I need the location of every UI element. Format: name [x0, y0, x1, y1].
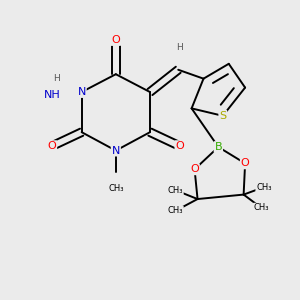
Text: CH₃: CH₃ — [167, 206, 183, 215]
Text: CH₃: CH₃ — [108, 184, 124, 193]
Text: O: O — [111, 35, 120, 45]
Text: N: N — [112, 146, 120, 156]
Text: O: O — [47, 141, 56, 151]
Text: CH₃: CH₃ — [254, 203, 269, 212]
Text: H: H — [53, 74, 60, 83]
Text: O: O — [190, 164, 199, 174]
Text: B: B — [214, 142, 222, 152]
Text: NH: NH — [44, 90, 60, 100]
Text: S: S — [219, 111, 226, 121]
Text: CH₃: CH₃ — [256, 183, 272, 192]
Text: N: N — [77, 87, 86, 97]
Text: O: O — [175, 141, 184, 151]
Text: CH₃: CH₃ — [167, 186, 183, 195]
Text: H: H — [176, 43, 183, 52]
Text: O: O — [241, 158, 250, 168]
